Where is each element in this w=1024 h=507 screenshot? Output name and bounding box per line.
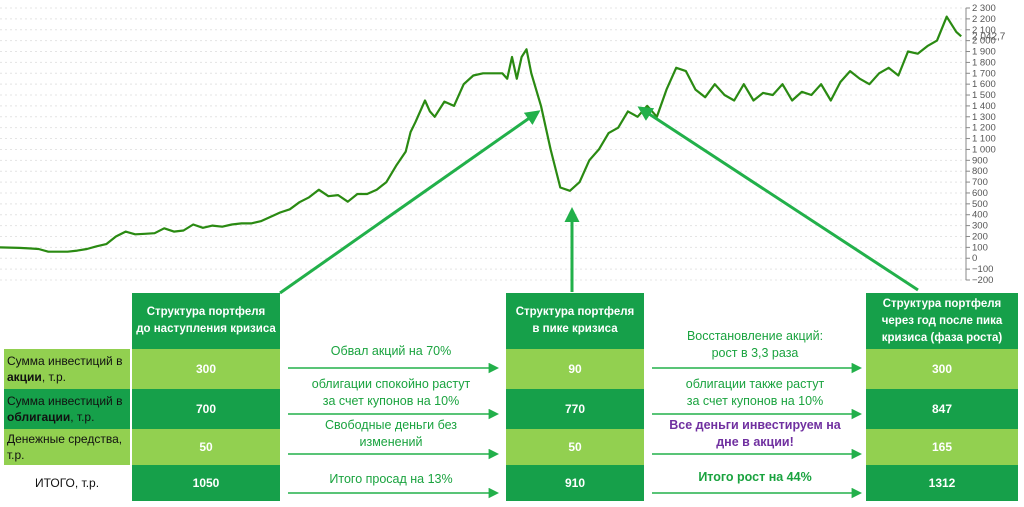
y-tick-label: 1 300: [972, 112, 996, 123]
y-tick-label: 400: [972, 210, 988, 221]
note-total-drawdown: Итого просад на 13%: [329, 472, 453, 486]
value-cash-crisis: 50: [506, 429, 644, 465]
price-line: [0, 15, 962, 253]
value-total-crisis: 910: [506, 465, 644, 501]
note-stocks-crash: Обвал акций на 70%: [330, 344, 452, 358]
y-tick-label: 1 400: [972, 101, 996, 112]
y-tick-label: 200: [972, 231, 988, 242]
y-tick-label: 1 700: [972, 68, 996, 79]
row-label-total: ИТОГО, т.р.: [34, 476, 100, 490]
y-tick-label: 2 100: [972, 25, 996, 36]
y-tick-label: 700: [972, 177, 988, 188]
y-tick-label: 0: [972, 253, 977, 264]
note-stocks-recovery: Восстановление акций: рост в 3,3 раза: [686, 329, 824, 360]
value-stocks-after: 300: [866, 349, 1018, 389]
y-tick-label: 1 900: [972, 47, 996, 58]
header-crisis-peak: Структура портфеля в пике кризиса: [506, 293, 644, 349]
y-tick-label: 500: [972, 199, 988, 210]
row-label-bonds: Сумма инвестиций в облигации, т.р.: [4, 389, 130, 429]
y-tick-label: 600: [972, 188, 988, 199]
value-stocks-before: 300: [132, 349, 280, 389]
y-tick-label: 2 300: [972, 3, 996, 14]
value-bonds-crisis: 770: [506, 389, 644, 429]
y-tick-label: 900: [972, 155, 988, 166]
y-tick-label: 1 200: [972, 123, 996, 134]
y-tick-label: 1 600: [972, 79, 996, 90]
value-total-before: 1050: [132, 465, 280, 501]
note-bonds-coupons: облигации спокойно растут за счет купоно…: [311, 377, 471, 408]
y-tick-label: −200: [972, 275, 993, 286]
y-tick-label: −100: [972, 264, 993, 275]
y-tick-label: 1 000: [972, 144, 996, 155]
y-tick-label: 300: [972, 221, 988, 232]
value-stocks-crisis: 90: [506, 349, 644, 389]
header-before-crisis: Структура портфеля до наступления кризис…: [132, 293, 280, 349]
y-tick-label: 2 000: [972, 36, 996, 47]
last-value-label: 2 042,7: [972, 31, 1006, 42]
y-tick-label: 1 500: [972, 90, 996, 101]
value-bonds-before: 700: [132, 389, 280, 429]
y-tick-label: 100: [972, 242, 988, 253]
note-cash-unchanged: Свободные деньги без изменений: [324, 418, 458, 449]
note-invest-cash: Все деньги инвестируем на дне в акции!: [669, 418, 841, 449]
y-tick-label: 1 100: [972, 134, 996, 145]
value-cash-before: 50: [132, 429, 280, 465]
row-label-cash: Денежные средства, т.р.: [4, 429, 130, 465]
row-label-stocks: Сумма инвестиций в акции, т.р.: [4, 349, 130, 389]
value-cash-after: 165: [866, 429, 1018, 465]
value-bonds-after: 847: [866, 389, 1018, 429]
y-tick-label: 1 800: [972, 57, 996, 68]
header-after-crisis: Структура портфеля через год после пика …: [866, 293, 1018, 349]
note-total-growth: Итого рост на 44%: [698, 470, 812, 484]
y-tick-label: 2 200: [972, 14, 996, 25]
y-tick-label: 800: [972, 166, 988, 177]
value-total-after: 1312: [866, 465, 1018, 501]
note-bonds-growth: облигации также растут за счет купонов н…: [685, 377, 825, 408]
chart-grid: [0, 7, 966, 281]
